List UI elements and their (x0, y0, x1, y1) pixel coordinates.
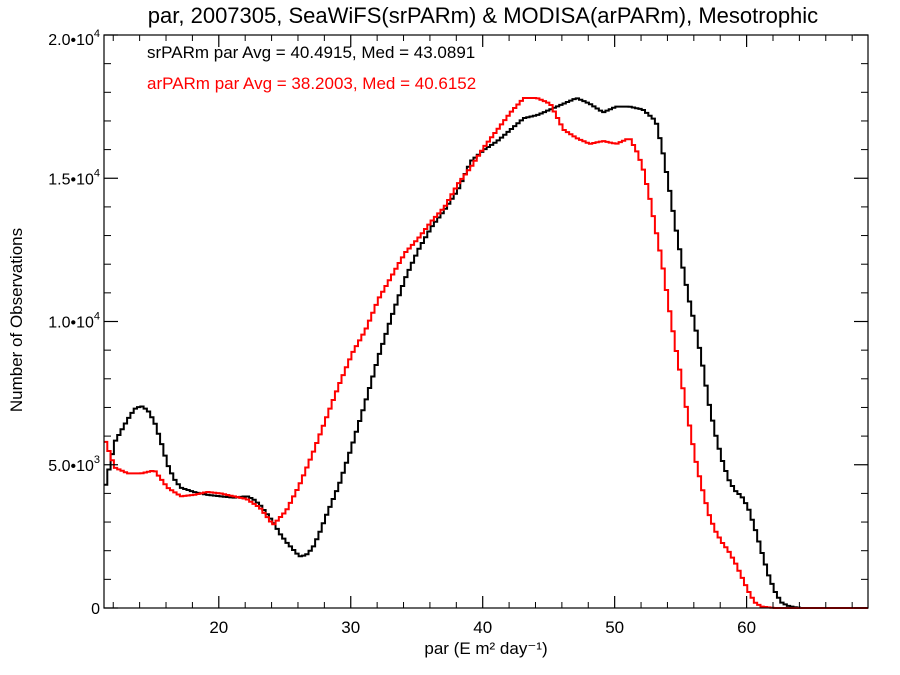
series-line-arparm (104, 97, 868, 609)
series-line-srparm (104, 97, 868, 609)
y-tick-label: 1.0•104 (48, 311, 100, 332)
y-tick-label: 2.0•104 (48, 28, 100, 49)
series-layer (104, 97, 868, 609)
x-tick-label: 60 (737, 618, 756, 637)
y-tick-label: 0 (91, 601, 100, 618)
x-tick-label: 30 (341, 618, 360, 637)
x-tick-label: 20 (209, 618, 228, 637)
tick-layer: 20 30 40 50 60 0 5.0•103 1.0•104 1.5•104 2.0•104 (48, 28, 868, 637)
y-axis-label: Number of Observations (7, 228, 26, 412)
annotation-arparm-stats: arPARm par Avg = 38.2003, Med = 40.6152 (147, 74, 476, 93)
chart-title: par, 2007305, SeaWiFS(srPARm) & MODISA(a… (148, 3, 818, 28)
annotation-srparm-stats: srPARm par Avg = 40.4915, Med = 43.0891 (147, 43, 475, 62)
x-tick-label: 50 (605, 618, 624, 637)
y-tick-label: 1.5•104 (48, 167, 100, 188)
y-tick-label: 5.0•103 (48, 454, 100, 475)
x-axis-label: par (E m² day⁻¹) (424, 639, 547, 658)
x-tick-label: 40 (473, 618, 492, 637)
